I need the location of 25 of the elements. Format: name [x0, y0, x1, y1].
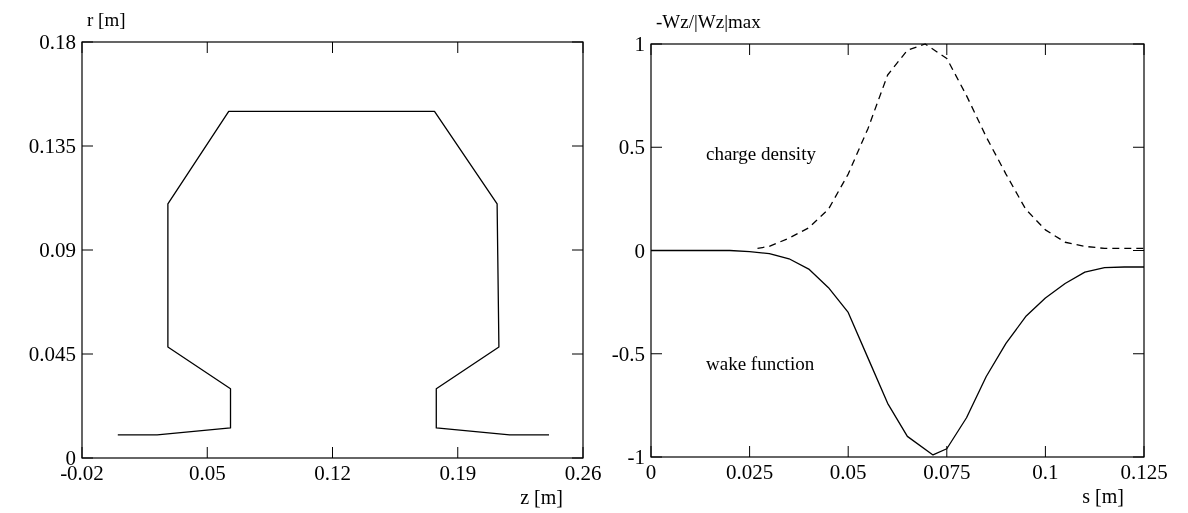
x-tick-label: 0.05: [188, 461, 226, 485]
y-tick-label: 0.09: [39, 238, 76, 262]
x-tick-label: 0.125: [1120, 460, 1168, 484]
x-axis-title: z [m]: [520, 486, 563, 508]
x-tick-label: 0.1: [1032, 460, 1059, 484]
x-tick-label: 0.19: [439, 461, 477, 485]
x-tick-label: 0.075: [923, 460, 971, 484]
y-tick-label: 1: [634, 32, 645, 56]
x-tick-label: 0.12: [314, 461, 351, 485]
x-axis-title: s [m]: [1082, 485, 1124, 507]
y-tick-label: 0.135: [28, 134, 76, 158]
y-tick-label: 0.18: [39, 30, 76, 54]
y-tick-label: 0: [634, 238, 645, 263]
text: wake function: [706, 353, 815, 375]
x-tick-label: 0.26: [564, 461, 602, 485]
y-tick-label: 0.045: [28, 342, 76, 366]
x-tick-label: 0.05: [829, 460, 867, 484]
x-tick-label: 0.025: [725, 460, 774, 484]
y-axis-title: -Wz/|Wz|max: [656, 11, 762, 32]
y-axis-title: r [m]: [87, 9, 126, 30]
y-tick-label: 0.5: [618, 135, 645, 160]
line-series: [117, 110, 550, 436]
y-tick-label: -0.5: [611, 341, 645, 366]
series-label: charge density: [706, 142, 817, 164]
y-tick-label: -1: [627, 445, 645, 469]
